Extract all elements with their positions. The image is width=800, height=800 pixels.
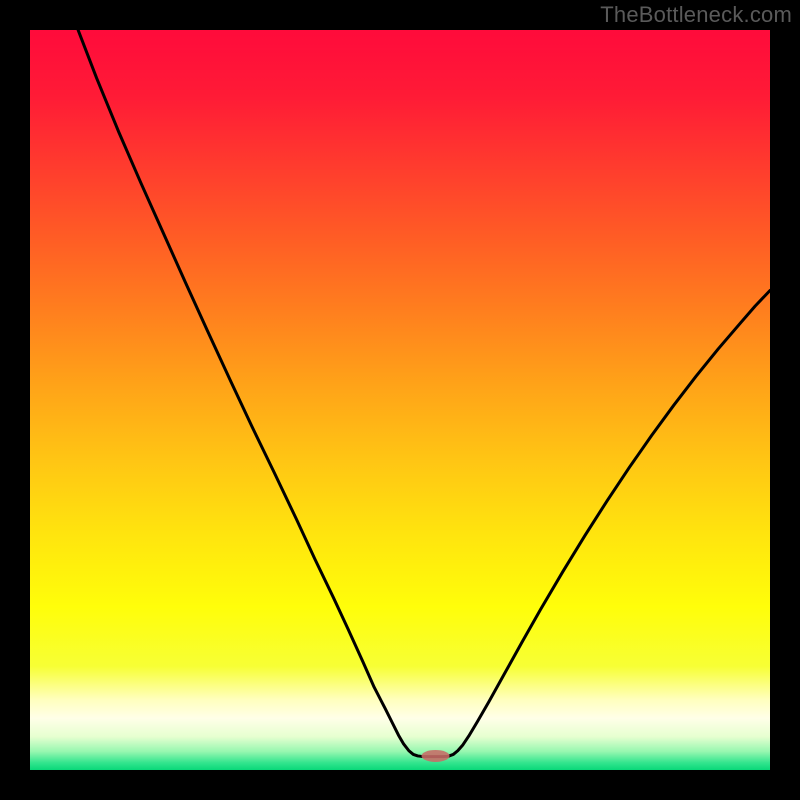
optimal-marker xyxy=(422,750,450,762)
bottleneck-chart xyxy=(0,0,800,800)
chart-stage: TheBottleneck.com xyxy=(0,0,800,800)
plot-background xyxy=(30,30,770,770)
